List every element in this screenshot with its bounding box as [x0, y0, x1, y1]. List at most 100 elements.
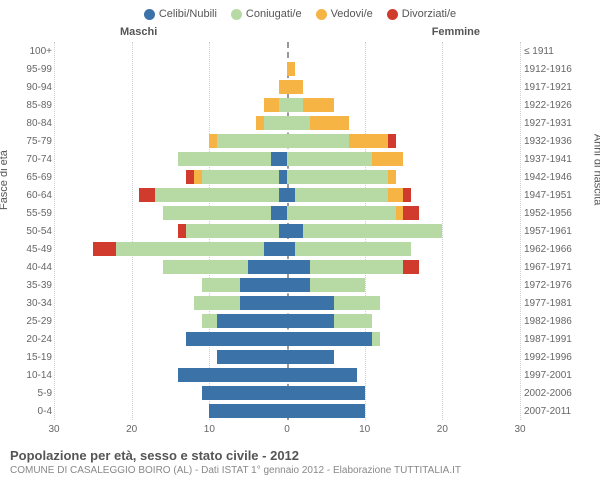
- chart-subtitle: COMUNE DI CASALEGGIO BOIRO (AL) - Dati I…: [10, 465, 590, 476]
- legend-label: Coniugati/e: [246, 8, 302, 20]
- age-tick: 70-74: [8, 150, 52, 168]
- female-bar: [287, 296, 520, 310]
- bar-segment: [349, 134, 388, 148]
- age-tick: 95-99: [8, 60, 52, 78]
- birth-tick: 1972-1976: [524, 276, 592, 294]
- male-bar: [54, 116, 287, 130]
- pyramid-row: [54, 168, 520, 186]
- bar-segment: [287, 134, 349, 148]
- age-tick: 45-49: [8, 240, 52, 258]
- bar-segment: [279, 170, 287, 184]
- bar-segment: [271, 152, 287, 166]
- legend-swatch: [316, 9, 327, 20]
- legend-item: Divorziati/e: [387, 8, 456, 20]
- legend-swatch: [144, 9, 155, 20]
- birth-tick: 1967-1971: [524, 258, 592, 276]
- pyramid-row: [54, 330, 520, 348]
- bar-segment: [186, 170, 194, 184]
- male-bar: [54, 296, 287, 310]
- birth-tick: 2002-2006: [524, 384, 592, 402]
- female-bar: [287, 260, 520, 274]
- legend-label: Divorziati/e: [402, 8, 456, 20]
- bar-segment: [334, 296, 381, 310]
- x-tick: 0: [284, 424, 290, 435]
- age-tick: 35-39: [8, 276, 52, 294]
- bar-segment: [163, 260, 248, 274]
- female-bar: [287, 404, 520, 418]
- chart: Maschi Femmine Fasce di età Anni di nasc…: [0, 24, 600, 444]
- male-bar: [54, 134, 287, 148]
- bar-segment: [287, 170, 388, 184]
- legend-item: Celibi/Nubili: [144, 8, 217, 20]
- birth-tick: 2007-2011: [524, 402, 592, 420]
- gridline: [520, 42, 521, 420]
- pyramid-row: [54, 294, 520, 312]
- pyramid-row: [54, 186, 520, 204]
- male-bar: [54, 368, 287, 382]
- bar-segment: [287, 368, 357, 382]
- bar-segment: [178, 368, 287, 382]
- female-header: Femmine: [432, 26, 480, 38]
- plot-area: [54, 42, 520, 420]
- x-tick: 30: [48, 424, 59, 435]
- age-tick: 5-9: [8, 384, 52, 402]
- pyramid-row: [54, 276, 520, 294]
- bar-segment: [279, 188, 287, 202]
- age-tick: 65-69: [8, 168, 52, 186]
- male-bar: [54, 260, 287, 274]
- birth-tick: 1922-1926: [524, 96, 592, 114]
- bar-segment: [388, 170, 396, 184]
- bar-segment: [279, 80, 287, 94]
- chart-title: Popolazione per età, sesso e stato civil…: [10, 448, 590, 463]
- bar-segment: [287, 332, 372, 346]
- bar-segment: [163, 206, 272, 220]
- female-bar: [287, 44, 520, 58]
- x-tick: 20: [126, 424, 137, 435]
- pyramid-row: [54, 204, 520, 222]
- female-bar: [287, 98, 520, 112]
- bar-segment: [287, 350, 334, 364]
- legend-label: Celibi/Nubili: [159, 8, 217, 20]
- right-birth-ticks: ≤ 19111912-19161917-19211922-19261927-19…: [524, 42, 592, 420]
- pyramid-row: [54, 312, 520, 330]
- birth-tick: 1912-1916: [524, 60, 592, 78]
- birth-tick: 1977-1981: [524, 294, 592, 312]
- age-tick: 100+: [8, 42, 52, 60]
- legend-swatch: [387, 9, 398, 20]
- bar-segment: [279, 98, 287, 112]
- legend-swatch: [231, 9, 242, 20]
- male-bar: [54, 62, 287, 76]
- bar-segment: [194, 296, 241, 310]
- bar-segment: [194, 170, 202, 184]
- bar-segment: [264, 98, 280, 112]
- female-bar: [287, 368, 520, 382]
- legend: Celibi/Nubili Coniugati/e Vedovi/e Divorzia…: [0, 0, 600, 24]
- bar-segment: [186, 332, 287, 346]
- bar-segment: [287, 80, 303, 94]
- bar-segment: [403, 188, 411, 202]
- bar-segment: [287, 386, 365, 400]
- bar-segment: [295, 188, 388, 202]
- bar-segment: [279, 224, 287, 238]
- male-bar: [54, 188, 287, 202]
- male-bar: [54, 404, 287, 418]
- bar-segment: [93, 242, 116, 256]
- age-tick: 75-79: [8, 132, 52, 150]
- birth-tick: 1957-1961: [524, 222, 592, 240]
- bar-segment: [287, 314, 334, 328]
- male-bar: [54, 170, 287, 184]
- bar-segment: [287, 296, 334, 310]
- female-bar: [287, 152, 520, 166]
- bar-segment: [303, 224, 443, 238]
- pyramid-row: [54, 348, 520, 366]
- age-tick: 60-64: [8, 186, 52, 204]
- pyramid-row: [54, 384, 520, 402]
- bar-segment: [178, 152, 271, 166]
- legend-item: Vedovi/e: [316, 8, 373, 20]
- pyramid-row: [54, 150, 520, 168]
- x-tick: 30: [514, 424, 525, 435]
- bar-segment: [209, 134, 217, 148]
- bar-segment: [287, 404, 365, 418]
- male-bar: [54, 206, 287, 220]
- birth-tick: 1917-1921: [524, 78, 592, 96]
